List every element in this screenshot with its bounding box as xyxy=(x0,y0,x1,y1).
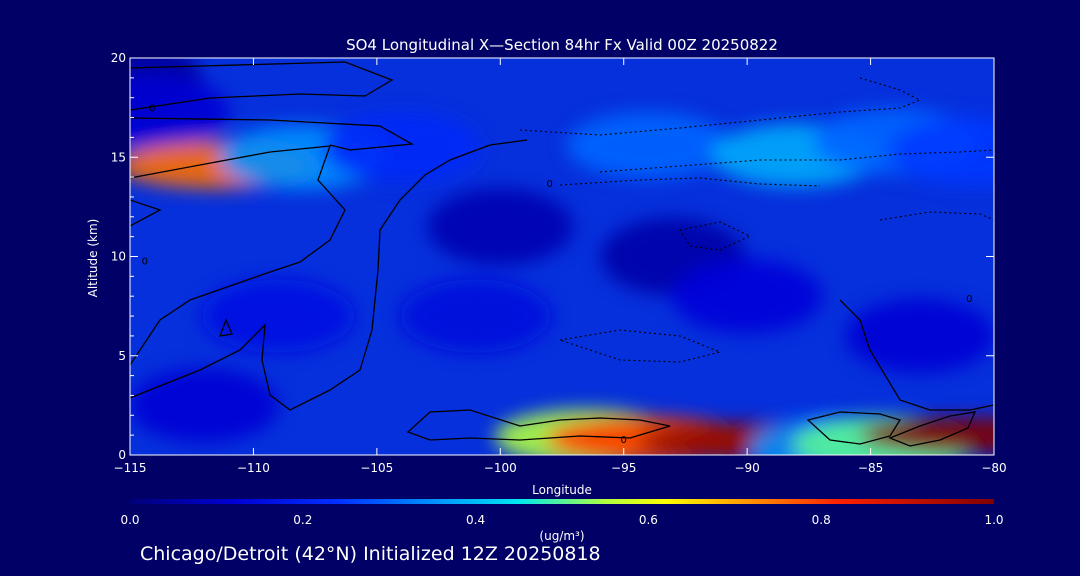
colorbar-tick-label: 0.8 xyxy=(812,513,831,527)
heat-cell-8 xyxy=(889,116,994,186)
contour-label-4: 0 xyxy=(621,435,627,446)
heat-cell-21 xyxy=(859,417,994,454)
colorbar-tick-label: 0.4 xyxy=(466,513,485,527)
x-tick-label: −80 xyxy=(981,461,1006,475)
x-tick-label: −90 xyxy=(734,461,759,475)
colorbar-ticks: 0.0 0.2 0.4 0.6 0.8 1.0 xyxy=(120,513,1003,527)
chart-title: SO4 Longitudinal X—Section 84hr Fx Valid… xyxy=(346,36,778,54)
heat-cell-12 xyxy=(400,279,552,353)
heat-cell-4 xyxy=(322,112,481,183)
footer-caption: Chicago/Detroit (42°N) Initialized 12Z 2… xyxy=(140,543,601,565)
y-tick-label: 5 xyxy=(118,349,126,363)
y-axis: 0 5 10 15 20 xyxy=(111,51,994,462)
heat-cell-15 xyxy=(130,368,279,443)
x-tick-label: −85 xyxy=(858,461,883,475)
y-tick-label: 20 xyxy=(111,51,126,65)
colorbar-tick-label: 0.6 xyxy=(639,513,658,527)
heat-cell-9 xyxy=(427,188,574,266)
colorbar-units: (ug/m³) xyxy=(539,529,584,543)
y-tick-label: 0 xyxy=(118,448,126,462)
heat-cell-13 xyxy=(671,259,823,334)
x-axis: −115 −110 −105 −100 −95 −90 −85 −80 xyxy=(114,58,1007,475)
x-tick-label: −105 xyxy=(360,461,393,475)
heat-cell-11 xyxy=(201,279,355,353)
x-tick-label: −110 xyxy=(237,461,270,475)
colorbar-tick-label: 1.0 xyxy=(984,513,1003,527)
y-axis-label: Altitude (km) xyxy=(86,219,100,298)
contour-label-0: 0 xyxy=(149,104,155,115)
contour-lines-dotted xyxy=(519,77,994,363)
colorbar xyxy=(130,499,994,504)
contour-lines xyxy=(130,61,994,447)
contour-label-1: 0 xyxy=(546,179,552,190)
x-tick-label: −115 xyxy=(114,461,147,475)
colorbar-tick-label: 0.2 xyxy=(293,513,312,527)
heat-cell-5 xyxy=(566,111,731,179)
x-tick-label: −95 xyxy=(611,461,636,475)
heat-cell-14 xyxy=(845,298,994,374)
y-tick-label: 15 xyxy=(111,150,126,164)
colorbar-tick-label: 0.0 xyxy=(120,513,139,527)
y-tick-label: 10 xyxy=(111,250,126,264)
x-tick-label: −100 xyxy=(484,461,517,475)
heat-cell-1 xyxy=(130,74,230,149)
contour-label-2: 0 xyxy=(142,256,148,267)
contour-labels: 0 0 0 0 0 xyxy=(142,104,973,446)
contour-label-3: 0 xyxy=(966,294,972,305)
x-axis-label: Longitude xyxy=(532,483,592,497)
